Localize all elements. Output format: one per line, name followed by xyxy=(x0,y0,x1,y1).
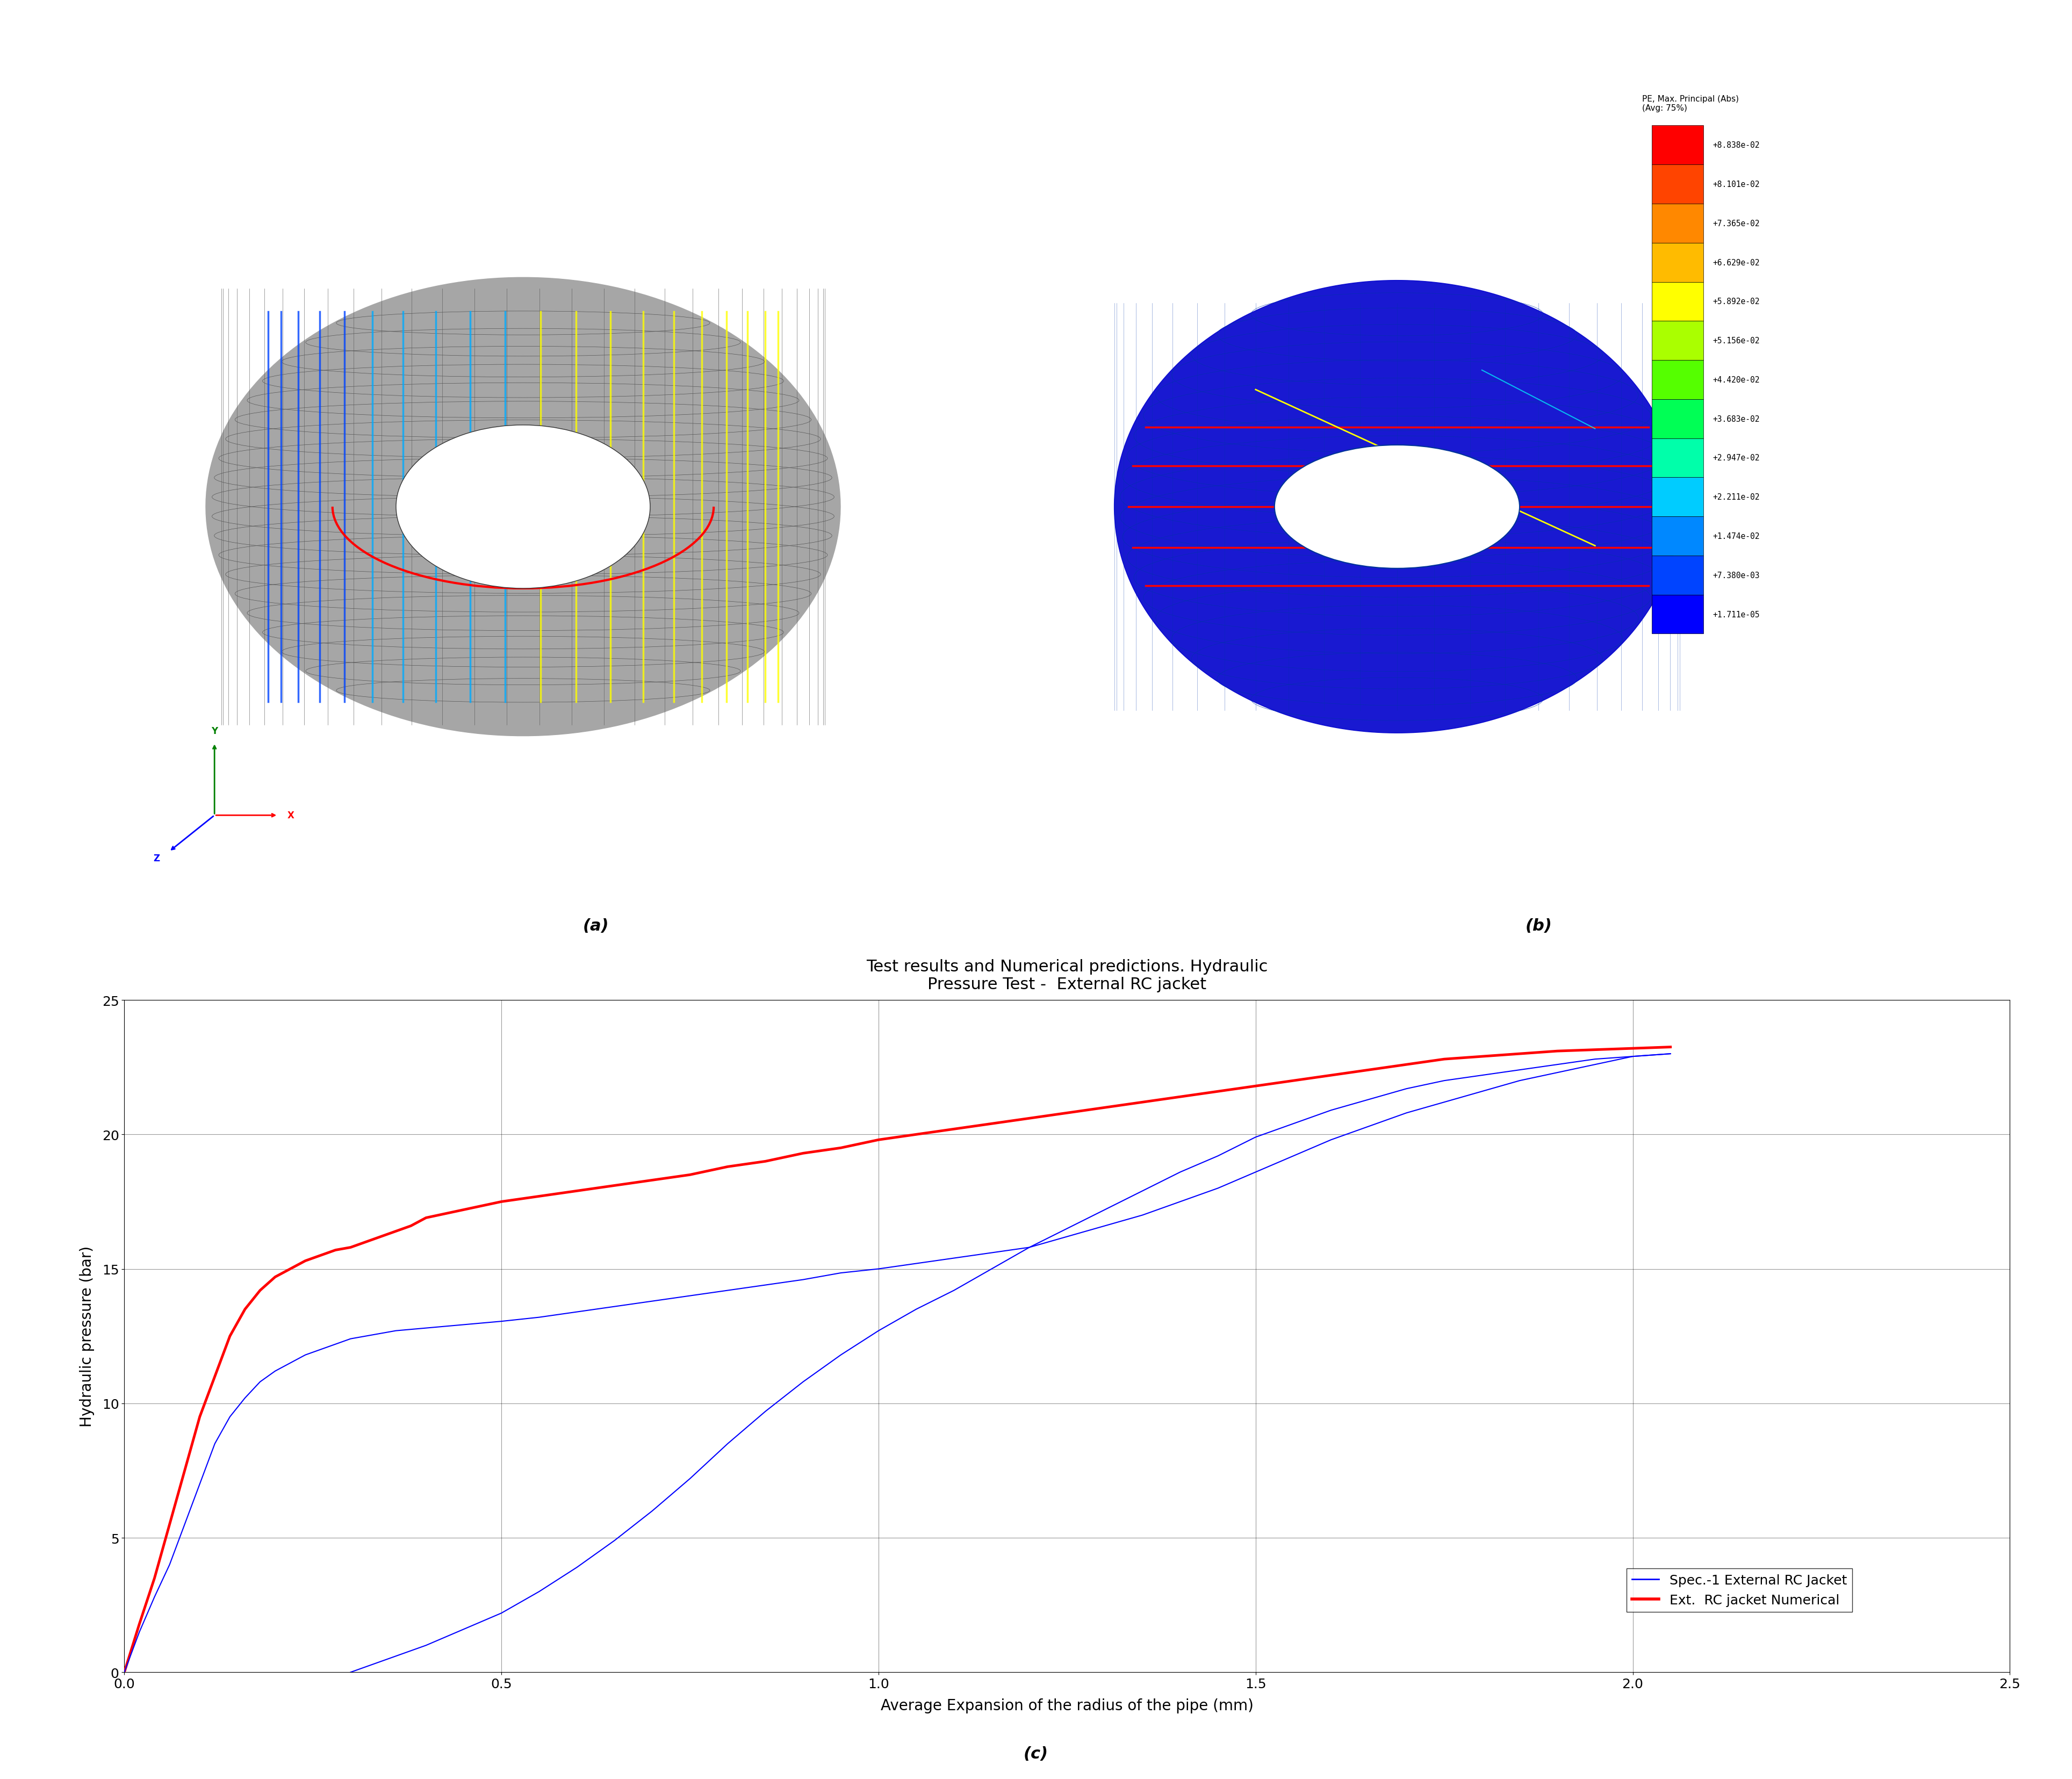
Text: +2.947e-02: +2.947e-02 xyxy=(1714,454,1759,463)
Polygon shape xyxy=(1115,281,1680,733)
Polygon shape xyxy=(205,278,841,737)
Text: Y: Y xyxy=(211,726,218,737)
Text: +8.838e-02: +8.838e-02 xyxy=(1714,142,1759,149)
Text: +7.365e-02: +7.365e-02 xyxy=(1714,219,1759,228)
Bar xyxy=(1651,439,1703,479)
Text: (a): (a) xyxy=(582,918,609,934)
Text: +3.683e-02: +3.683e-02 xyxy=(1714,415,1759,423)
Text: (b): (b) xyxy=(1525,918,1552,934)
Bar xyxy=(1651,205,1703,244)
Legend: Spec.-1 External RC Jacket, Ext.  RC jacket Numerical: Spec.-1 External RC Jacket, Ext. RC jack… xyxy=(1627,1569,1852,1612)
Text: +1.474e-02: +1.474e-02 xyxy=(1714,532,1759,541)
Bar xyxy=(1651,479,1703,518)
X-axis label: Average Expansion of the radius of the pipe (mm): Average Expansion of the radius of the p… xyxy=(881,1697,1254,1713)
Text: +2.211e-02: +2.211e-02 xyxy=(1714,493,1759,502)
Bar xyxy=(1651,322,1703,361)
Text: +5.892e-02: +5.892e-02 xyxy=(1714,297,1759,306)
Bar xyxy=(1651,283,1703,322)
Text: (c): (c) xyxy=(1024,1745,1048,1761)
Text: +5.156e-02: +5.156e-02 xyxy=(1714,336,1759,345)
Text: +8.101e-02: +8.101e-02 xyxy=(1714,180,1759,189)
Bar xyxy=(1651,244,1703,283)
Ellipse shape xyxy=(396,425,651,589)
Title: Test results and Numerical predictions. Hydraulic
Pressure Test -  External RC j: Test results and Numerical predictions. … xyxy=(866,959,1268,993)
Text: Z: Z xyxy=(153,854,160,863)
Bar xyxy=(1651,126,1703,165)
Text: +4.420e-02: +4.420e-02 xyxy=(1714,375,1759,384)
Text: PE, Max. Principal (Abs)
(Avg: 75%): PE, Max. Principal (Abs) (Avg: 75%) xyxy=(1643,94,1738,112)
Bar xyxy=(1651,165,1703,205)
Text: +1.711e-05: +1.711e-05 xyxy=(1714,610,1759,619)
Bar xyxy=(1651,518,1703,555)
Text: +7.380e-03: +7.380e-03 xyxy=(1714,571,1759,580)
Bar xyxy=(1651,555,1703,594)
Bar xyxy=(1651,361,1703,400)
Text: +6.629e-02: +6.629e-02 xyxy=(1714,258,1759,267)
Bar xyxy=(1651,594,1703,633)
Bar xyxy=(1651,400,1703,439)
Ellipse shape xyxy=(1274,445,1519,569)
Text: X: X xyxy=(288,811,294,820)
Y-axis label: Hydraulic pressure (bar): Hydraulic pressure (bar) xyxy=(79,1245,95,1427)
